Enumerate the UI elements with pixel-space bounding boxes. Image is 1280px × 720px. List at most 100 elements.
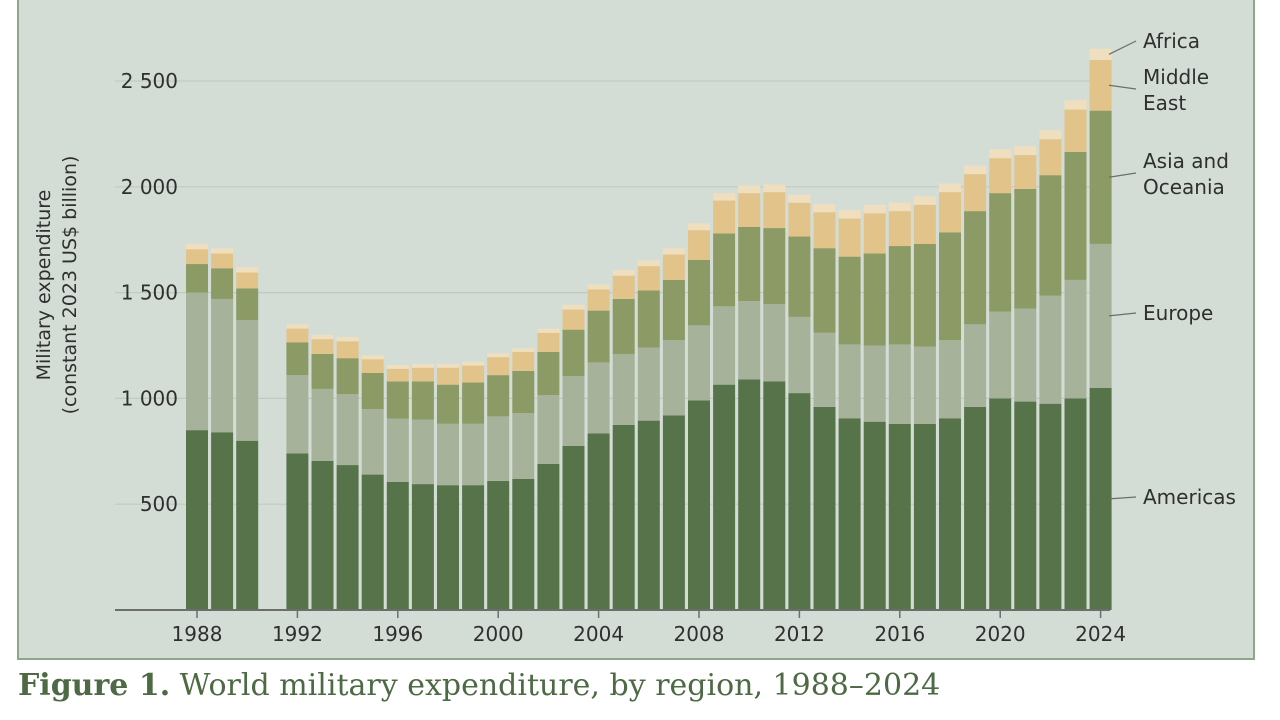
bar-asia-and-oceania-2013	[813, 248, 836, 333]
bar-europe-2011	[763, 304, 786, 382]
bar-europe-1993	[311, 388, 334, 461]
bar-asia-and-oceania-2004	[587, 310, 610, 363]
bar-europe-2016	[888, 344, 911, 424]
bar-africa-2016	[888, 202, 911, 212]
bar-americas-2004	[587, 433, 610, 610]
x-tick-label: 2012	[774, 622, 825, 646]
bar-americas-2021	[1014, 401, 1037, 610]
legend-leader-middle-east	[1108, 84, 1137, 90]
bar-africa-2006	[637, 260, 660, 267]
x-tick-label: 2016	[874, 622, 925, 646]
legend-label-asia-and-oceania: Asia and	[1143, 149, 1229, 173]
bar-asia-and-oceania-1997	[411, 381, 434, 420]
bar-middle-east-2005	[612, 275, 635, 299]
bar-middle-east-1992	[286, 328, 309, 343]
bar-americas-2001	[512, 478, 535, 610]
bar-asia-and-oceania-2009	[713, 233, 736, 307]
bar-europe-1996	[386, 418, 409, 482]
bar-middle-east-2003	[562, 309, 585, 330]
bar-middle-east-2000	[487, 357, 510, 376]
bar-middle-east-2015	[863, 213, 886, 254]
bar-middle-east-2010	[738, 193, 761, 228]
bar-asia-and-oceania-1990	[236, 288, 259, 321]
bar-europe-2004	[587, 362, 610, 434]
bar-africa-1996	[386, 364, 409, 369]
bar-europe-2018	[939, 340, 961, 419]
bar-europe-1999	[462, 423, 485, 486]
bar-europe-1990	[236, 320, 259, 441]
legend-leader-americas	[1108, 496, 1137, 500]
bar-americas-2014	[838, 418, 861, 610]
bar-americas-2011	[763, 381, 786, 610]
bar-middle-east-2016	[888, 211, 911, 247]
bar-americas-2024	[1089, 387, 1112, 610]
bar-middle-east-2023	[1064, 109, 1087, 152]
bar-asia-and-oceania-1994	[336, 358, 359, 395]
bar-americas-2022	[1039, 403, 1062, 610]
bar-americas-2009	[713, 384, 736, 610]
x-tick-label: 2020	[975, 622, 1026, 646]
bar-middle-east-2014	[838, 218, 861, 257]
bar-africa-2010	[738, 185, 761, 194]
bar-middle-east-2024	[1089, 59, 1112, 111]
bar-europe-2005	[612, 353, 635, 425]
legend-leader-africa	[1108, 40, 1137, 55]
legend-label-middle-east: Middle	[1143, 65, 1209, 89]
bar-europe-2023	[1064, 279, 1087, 399]
bar-americas-2019	[964, 406, 987, 610]
bar-africa-2020	[989, 149, 1012, 159]
legend-label-middle-east: East	[1143, 91, 1186, 115]
bar-asia-and-oceania-2023	[1064, 151, 1087, 280]
bar-asia-and-oceania-2019	[964, 211, 987, 325]
bar-americas-2010	[738, 379, 761, 610]
bar-middle-east-2020	[989, 158, 1012, 194]
bar-europe-2003	[562, 376, 585, 447]
x-tick-label: 2004	[573, 622, 624, 646]
bar-middle-east-2001	[512, 351, 535, 371]
bar-middle-east-2008	[688, 230, 710, 260]
bar-africa-1995	[361, 355, 384, 360]
bar-europe-2024	[1089, 243, 1112, 388]
bar-middle-east-1988	[186, 249, 208, 265]
bar-europe-1997	[411, 419, 434, 485]
bar-middle-east-2021	[1014, 155, 1037, 189]
bar-middle-east-1996	[386, 368, 409, 382]
bar-asia-and-oceania-2005	[612, 298, 635, 354]
y-axis-title-line2: (constant 2023 US$ billion)	[59, 156, 81, 415]
bar-africa-2002	[537, 328, 560, 333]
x-tick-label: 2024	[1075, 622, 1126, 646]
x-tick-label: 2000	[473, 622, 524, 646]
bar-asia-and-oceania-1999	[462, 382, 485, 424]
bar-americas-1988	[186, 430, 208, 610]
figure-label: Figure 1.	[18, 668, 171, 703]
bar-africa-1988	[186, 243, 208, 250]
bar-europe-2013	[813, 332, 836, 407]
bar-americas-2015	[863, 421, 886, 610]
bar-americas-2023	[1064, 398, 1087, 610]
bar-africa-2005	[612, 270, 635, 276]
bar-europe-2008	[688, 325, 710, 401]
bar-asia-and-oceania-2008	[688, 259, 710, 326]
x-tick-label: 1992	[272, 622, 323, 646]
bar-europe-2017	[913, 346, 936, 424]
bar-africa-2001	[512, 348, 535, 352]
bar-asia-and-oceania-2002	[537, 351, 560, 396]
bar-asia-and-oceania-1989	[211, 268, 234, 299]
bar-middle-east-2017	[913, 204, 936, 244]
bar-americas-2017	[913, 423, 936, 610]
y-axis-title-line1: Military expenditure	[33, 190, 55, 381]
bar-africa-2024	[1089, 48, 1112, 60]
bar-africa-1999	[462, 361, 485, 366]
legend-leader-asia-and-oceania	[1108, 172, 1137, 178]
bar-africa-1998	[437, 363, 459, 368]
bar-africa-2011	[763, 184, 786, 193]
bar-africa-2017	[913, 196, 936, 205]
bar-americas-2003	[562, 446, 585, 610]
bar-middle-east-1995	[361, 359, 384, 374]
bar-asia-and-oceania-2010	[738, 227, 761, 302]
bar-americas-1996	[386, 481, 409, 610]
legend-label-africa: Africa	[1143, 29, 1200, 53]
bar-europe-2020	[989, 311, 1012, 399]
bar-middle-east-2012	[788, 202, 811, 237]
bar-middle-east-2004	[587, 289, 610, 311]
